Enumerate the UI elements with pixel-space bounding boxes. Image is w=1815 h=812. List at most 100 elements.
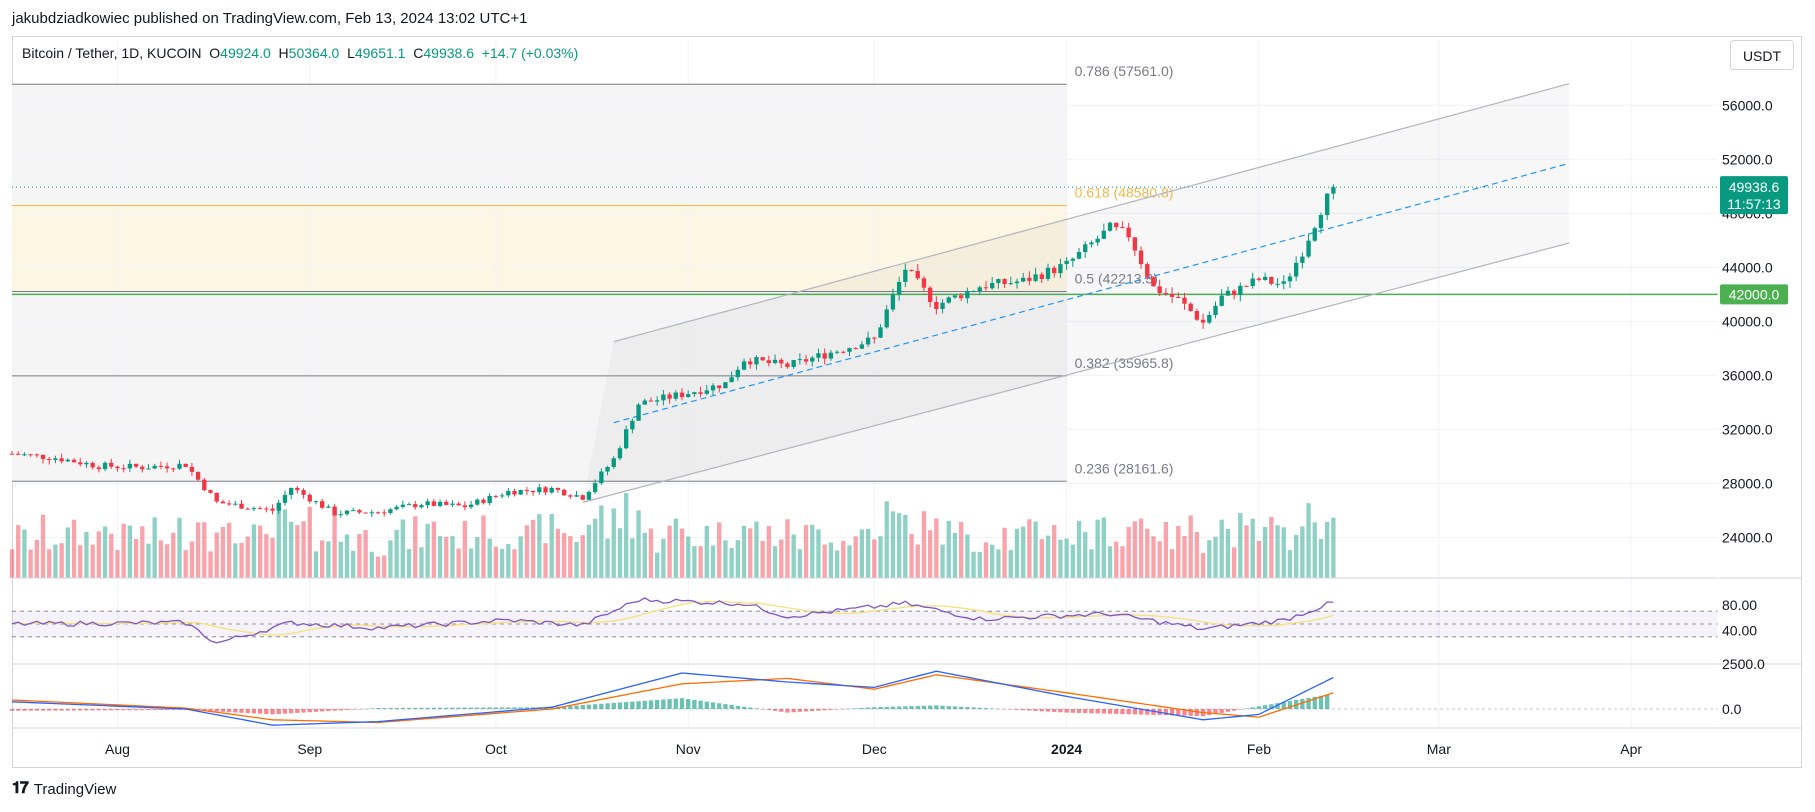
volume-bar: [1182, 535, 1187, 578]
volume-bar: [1312, 522, 1317, 578]
macd-histogram-bar: [1256, 706, 1262, 709]
candle-body: [1200, 319, 1206, 323]
macd-histogram-bar: [1213, 709, 1218, 714]
volume-bar: [264, 534, 269, 578]
volume-bar: [1076, 520, 1082, 578]
volume-bar: [90, 544, 95, 578]
candle-body: [382, 512, 387, 514]
volume-bar: [22, 529, 27, 578]
macd-histogram-bar: [34, 709, 39, 711]
candle-body: [127, 463, 133, 469]
volume-bar: [611, 508, 616, 578]
candle-body: [574, 495, 579, 497]
tradingview-brand[interactable]: 𝟏𝟕 TradingView: [12, 780, 116, 798]
volume-bar: [183, 550, 188, 578]
candle-body: [1095, 238, 1100, 243]
x-tick-label: 2024: [1051, 741, 1082, 757]
macd-histogram-bar: [1207, 709, 1212, 716]
fib-level-label: 0.786 (57561.0): [1075, 63, 1174, 79]
candle-body: [859, 344, 865, 349]
candle-body: [580, 495, 585, 500]
rsi-tick-label: 40.00: [1722, 622, 1757, 638]
volume-bar: [555, 528, 561, 578]
candle-body: [921, 278, 927, 288]
candle-body: [1132, 237, 1138, 251]
volume-bar: [698, 546, 703, 578]
volume-bar: [791, 534, 796, 578]
macd-histogram-bar: [903, 706, 908, 709]
candle-body: [1126, 227, 1131, 238]
volume-bar: [983, 542, 989, 578]
x-tick-label: Sep: [297, 741, 322, 757]
macd-histogram-bar: [977, 707, 982, 709]
macd-histogram-bar: [611, 702, 616, 709]
macd-histogram-bar: [1014, 709, 1020, 710]
candle-body: [555, 487, 561, 490]
candle-body: [1281, 281, 1286, 284]
volume-bar: [177, 517, 182, 578]
candle-body: [171, 468, 176, 470]
volume-bar: [574, 541, 579, 578]
macd-histogram-bar: [717, 703, 722, 709]
macd-histogram-bar: [1089, 709, 1094, 714]
candle-body: [9, 453, 15, 455]
candle-body: [301, 490, 306, 495]
volume-bar: [1070, 544, 1075, 578]
macd-histogram-bar: [276, 709, 281, 715]
macd-histogram-bar: [704, 701, 709, 709]
volume-bar: [444, 536, 449, 578]
macd-histogram-bar: [655, 699, 660, 709]
candle-body: [189, 466, 195, 472]
high-value: 50364.0: [288, 45, 340, 61]
candle-body: [158, 465, 164, 467]
macd-histogram-bar: [952, 706, 958, 709]
candle-body: [394, 506, 399, 510]
volume-bar: [1213, 536, 1218, 578]
volume-bar: [40, 514, 46, 578]
volume-bar: [462, 520, 468, 578]
volume-bar: [326, 541, 331, 578]
volume-bar: [214, 532, 219, 578]
currency-button[interactable]: USDT: [1730, 40, 1794, 70]
volume-bar: [865, 528, 871, 578]
volume-bar: [772, 546, 778, 578]
volume-bar: [822, 544, 827, 578]
candle-body: [47, 458, 52, 460]
macd-histogram-bar: [245, 709, 250, 714]
candle-body: [903, 269, 908, 282]
candle-body: [1021, 277, 1026, 282]
volume-bar: [437, 536, 443, 578]
volume-bar: [630, 538, 635, 578]
macd-histogram-bar: [679, 698, 685, 709]
macd-histogram-bar: [96, 709, 102, 711]
candle-body: [1244, 285, 1249, 287]
volume-bar: [896, 513, 902, 578]
candle-body: [1052, 267, 1057, 274]
macd-histogram-bar: [748, 707, 753, 709]
candle-body: [623, 429, 629, 449]
volume-bar: [493, 546, 499, 578]
macd-histogram-bar: [847, 708, 852, 710]
volume-bar: [537, 514, 542, 578]
candle-body: [264, 508, 269, 510]
x-tick-label: Feb: [1247, 741, 1271, 757]
volume-bar: [1083, 532, 1088, 578]
macd-histogram-bar: [313, 709, 319, 712]
volume-bar: [1331, 517, 1336, 578]
volume-bar: [1107, 546, 1113, 578]
volume-bar: [1324, 521, 1330, 578]
volume-bar: [295, 525, 300, 578]
candle-body: [723, 382, 728, 389]
candle-body: [983, 287, 989, 289]
candle-body: [952, 295, 958, 298]
volume-bar: [102, 526, 108, 578]
volume-bar: [146, 543, 151, 578]
fib-level-label: 0.618 (48580.8): [1075, 184, 1174, 200]
candle-body: [1269, 276, 1274, 284]
candle-body: [1083, 244, 1088, 252]
candle-body: [444, 501, 449, 505]
y-tick-label: 56000.0: [1722, 97, 1773, 113]
candle-body: [785, 363, 790, 367]
macd-histogram-bar: [226, 709, 232, 713]
